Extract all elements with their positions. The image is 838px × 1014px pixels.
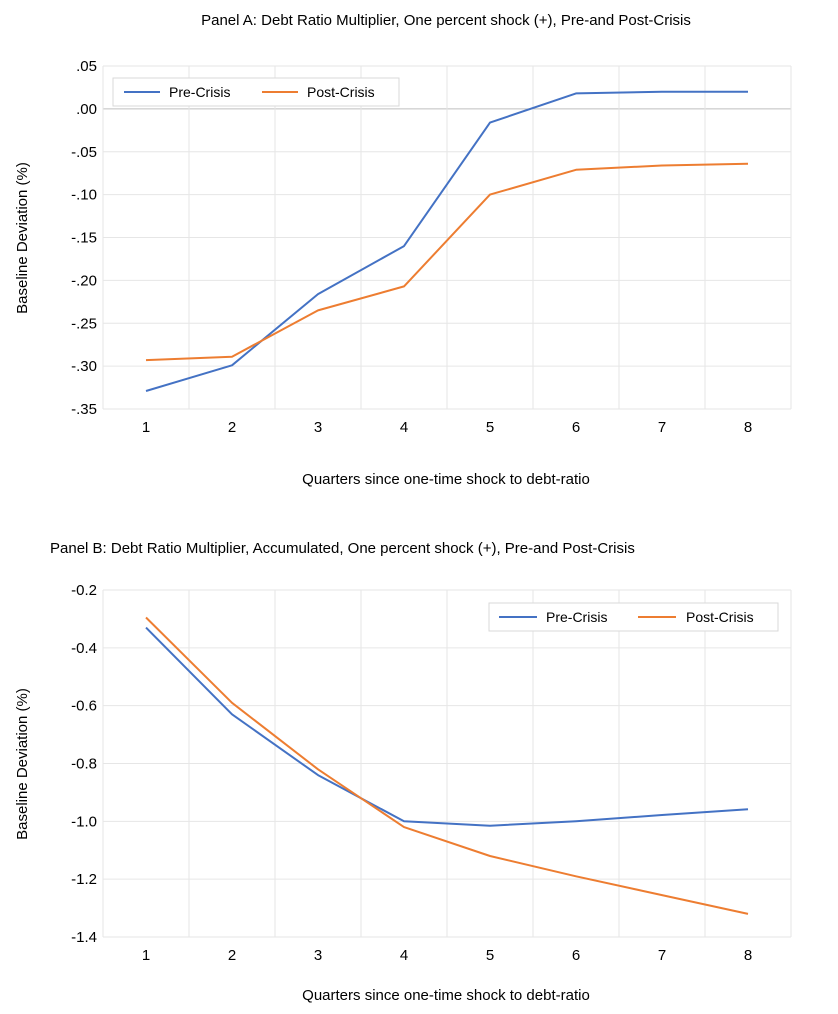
- post-crisis-series-line: [145, 162, 749, 362]
- y-tick-label: -.15: [71, 230, 97, 247]
- x-tick-label: 3: [314, 947, 322, 964]
- x-tick-label: 3: [314, 419, 322, 436]
- x-tick-label: 2: [228, 947, 236, 964]
- panel-b-series-lines: [145, 616, 749, 915]
- y-tick-label: -.25: [71, 315, 97, 332]
- y-tick-label: -.05: [71, 144, 97, 161]
- post-crisis-series-line: [145, 616, 749, 915]
- y-tick-label: -.35: [71, 401, 97, 418]
- panel-b-gridlines: [102, 589, 792, 938]
- x-tick-label: 6: [572, 419, 580, 436]
- y-tick-label: -1.2: [71, 871, 97, 888]
- panel-b-y-tick-labels: -0.2 -0.4 -0.6 -0.8 -1.0 -1.2 -1.4: [71, 582, 97, 946]
- panel-b-legend-label-post: Post-Crisis: [686, 609, 754, 625]
- y-tick-label: -0.6: [71, 698, 97, 715]
- y-tick-label: -0.4: [71, 640, 97, 657]
- y-tick-label: .00: [76, 101, 97, 118]
- y-tick-label: .05: [76, 58, 97, 75]
- x-tick-label: 7: [658, 947, 666, 964]
- y-tick-label: -1.4: [71, 929, 97, 946]
- x-tick-label: 6: [572, 947, 580, 964]
- x-tick-label: 8: [744, 419, 752, 436]
- x-tick-label: 7: [658, 419, 666, 436]
- x-tick-label: 1: [142, 947, 150, 964]
- panel-b-x-tick-labels: 1 2 3 4 5 6 7 8: [142, 947, 752, 964]
- y-tick-label: -.30: [71, 358, 97, 375]
- panel-b-legend-box: [488, 602, 779, 632]
- y-tick-label: -.20: [71, 272, 97, 289]
- pre-crisis-series-line: [145, 90, 748, 392]
- panel-b-legend: Pre-Crisis Post-Crisis: [488, 602, 779, 632]
- panel-a-legend: Pre-Crisis Post-Crisis: [112, 77, 400, 107]
- x-tick-label: 5: [486, 419, 494, 436]
- y-tick-label: -0.2: [71, 582, 97, 599]
- panel-a-gridlines: [102, 65, 792, 410]
- panel-a-series-lines: [145, 90, 749, 392]
- panel-a-legend-box: [112, 77, 400, 107]
- x-tick-label: 1: [142, 419, 150, 436]
- panel-a-legend-label-pre: Pre-Crisis: [169, 84, 230, 100]
- panel-b-chart: Panel B: Debt Ratio Multiplier, Accumula…: [14, 540, 792, 1004]
- y-tick-label: -.10: [71, 187, 97, 204]
- panel-a-title: Panel A: Debt Ratio Multiplier, One perc…: [201, 12, 691, 29]
- panel-b-x-axis-label: Quarters since one-time shock to debt-ra…: [302, 987, 590, 1004]
- panel-a-x-axis-label: Quarters since one-time shock to debt-ra…: [302, 471, 590, 488]
- x-tick-label: 5: [486, 947, 494, 964]
- y-tick-label: -0.8: [71, 756, 97, 773]
- y-tick-label: -1.0: [71, 813, 97, 830]
- panel-b-legend-label-pre: Pre-Crisis: [546, 609, 607, 625]
- x-tick-label: 4: [400, 947, 408, 964]
- panel-a-y-tick-labels: .05 .00 -.05 -.10 -.15 -.20 -.25 -.30 -.35: [71, 58, 97, 418]
- panel-a-y-axis-label: Baseline Deviation (%): [14, 162, 31, 314]
- panel-a-x-tick-labels: 1 2 3 4 5 6 7 8: [142, 419, 752, 436]
- x-tick-label: 4: [400, 419, 408, 436]
- x-tick-label: 2: [228, 419, 236, 436]
- panel-a-legend-label-post: Post-Crisis: [307, 84, 375, 100]
- panel-b-y-axis-label: Baseline Deviation (%): [14, 688, 31, 840]
- panel-b-title: Panel B: Debt Ratio Multiplier, Accumula…: [50, 540, 635, 557]
- pre-crisis-series-line: [145, 626, 749, 827]
- x-tick-label: 8: [744, 947, 752, 964]
- panel-a-chart: Panel A: Debt Ratio Multiplier, One perc…: [14, 12, 792, 488]
